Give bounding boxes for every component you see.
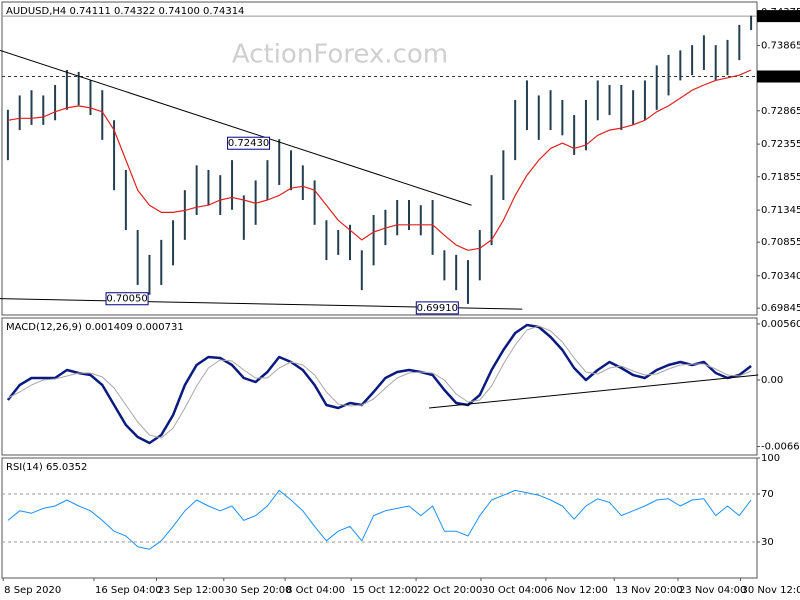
- y-tick-label: 0.69845: [761, 303, 800, 314]
- y-tick-label: 0.71855: [761, 172, 800, 183]
- y-tick-label: 0.72355: [761, 139, 800, 150]
- x-tick-label: 15 Oct 12:00: [352, 585, 417, 596]
- y-tick-label: 0.70855: [761, 237, 800, 248]
- panel-title: AUDUSD,H4 0.74111 0.74322 0.74100 0.7431…: [6, 6, 244, 17]
- panel-frame: [1, 317, 758, 456]
- x-tick-label: 6 Nov 12:00: [547, 585, 608, 596]
- y-tick-label: 0.72865: [761, 106, 800, 117]
- y-tick-label: 0.70340: [761, 271, 800, 282]
- panel-frame: [1, 1, 758, 316]
- rsi-line: [7, 489, 752, 550]
- panel-title: MACD(12,26,9) 0.001409 0.000731: [6, 322, 184, 333]
- y-tick-label: 70: [761, 489, 774, 500]
- annotation-label: 0.72430: [228, 138, 269, 149]
- macd-line: [6, 323, 752, 445]
- price-level-label: 0.73390: [760, 71, 800, 82]
- annotation-label: 0.69910: [417, 303, 458, 314]
- y-tick-label: -0.006656: [761, 442, 800, 453]
- y-tick-label: 0.71345: [761, 205, 800, 216]
- panel-title: RSI(14) 65.0352: [6, 462, 87, 473]
- x-tick-label: 30 Oct 04:00: [482, 585, 547, 596]
- x-tick-label: 30 Sep 20:00: [225, 585, 292, 596]
- watermark: ActionForex.com: [232, 40, 448, 70]
- y-tick-label: 30: [761, 537, 774, 548]
- x-tick-label: 8 Oct 04:00: [286, 585, 345, 596]
- panel-frame: [1, 457, 758, 579]
- annotation-box: [415, 301, 459, 315]
- signal-line: [7, 325, 752, 439]
- y-tick-label: 100: [761, 453, 780, 464]
- y-tick-label: 0.005607: [761, 319, 800, 330]
- x-tick-label: 16 Sep 04:00: [95, 585, 162, 596]
- trendline: [0, 49, 472, 206]
- y-tick-label: 0.00: [761, 375, 783, 386]
- annotation-box: [105, 292, 149, 306]
- x-tick-label: 8 Sep 2020: [4, 585, 61, 596]
- trendline: [428, 374, 759, 409]
- moving-average: [7, 69, 752, 251]
- x-tick-label: 13 Nov 20:00: [615, 585, 682, 596]
- price-level-label: 0.74314: [760, 11, 800, 22]
- annotation-label: 0.70050: [106, 294, 147, 305]
- annotation-box: [227, 136, 271, 150]
- x-tick-label: 23 Nov 04:00: [679, 585, 746, 596]
- price-level-box: [757, 10, 800, 23]
- x-tick-label: 30 Nov 12:00: [741, 585, 800, 596]
- y-tick-label: 0.73865: [761, 40, 800, 51]
- price-level-box: [757, 70, 800, 83]
- x-tick-label: 23 Sep 12:00: [158, 585, 225, 596]
- x-tick-label: 22 Oct 20:00: [417, 585, 482, 596]
